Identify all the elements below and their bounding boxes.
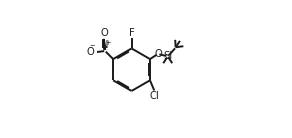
Text: Cl: Cl (150, 91, 159, 101)
Text: O: O (86, 47, 94, 57)
Text: N: N (101, 40, 109, 50)
Text: O: O (100, 28, 108, 38)
Text: +: + (105, 40, 110, 46)
Text: F: F (129, 28, 134, 38)
Text: −: − (89, 43, 94, 49)
Text: Si: Si (163, 51, 172, 61)
Text: O: O (154, 49, 162, 59)
